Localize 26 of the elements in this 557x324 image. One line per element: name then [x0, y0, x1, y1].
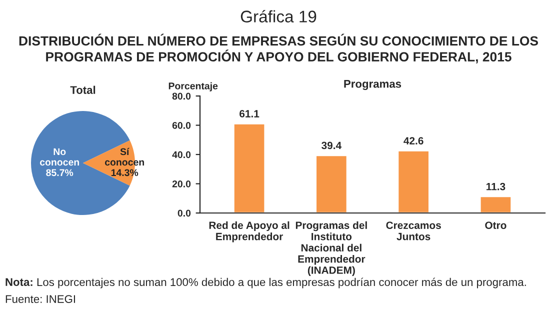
data-label: 42.6: [404, 137, 424, 144]
chart-title: Total: [70, 86, 96, 94]
x-tick-label: Programas del Instituto Nacional del Emprendedor (INADEM): [296, 221, 367, 276]
bar: [232, 122, 266, 213]
text: Gráfica 19: [240, 10, 316, 22]
text: Nota: Los porcentajes no suman 100% debido a que las empresas podrían conocer más de un programa.: [6, 278, 526, 288]
data-label: 11.3: [486, 182, 506, 190]
bar: [479, 196, 512, 213]
slice-label: No conocen: [40, 148, 79, 166]
y-tick-label: 20.0: [172, 180, 191, 188]
text: DISTRIBUCIÓN DEL NÚMERO DE EMPRESAS SEGÚN SU CONOCIMIENTO DE LOS PROGRAMAS DE PROMOCIÓN Y APOYO DEL GOBIERNO FEDERAL, 2015: [19, 34, 538, 64]
data-label: 39.4: [322, 142, 342, 150]
x-tick-label: Crezcamos Juntos: [386, 222, 441, 240]
data-label: 85.7%: [46, 169, 74, 176]
data-label: 61.1: [240, 110, 260, 118]
y-axis-title: Porcentaje: [168, 82, 218, 92]
bar: [397, 150, 430, 213]
x-tick-label: Otro: [485, 222, 506, 229]
bar: [315, 154, 348, 213]
y-tick-label: 40.0: [172, 151, 191, 158]
chart-title: Programas: [344, 80, 402, 90]
y-tick-label: 0.0: [178, 210, 191, 217]
source-note: Fuente: INEGI: [6, 295, 75, 303]
y-tick-label: 80.0: [172, 92, 191, 100]
y-tick-label: 60.0: [172, 122, 191, 129]
x-tick-label: Red de Apoyo al Emprendedor: [209, 221, 290, 242]
